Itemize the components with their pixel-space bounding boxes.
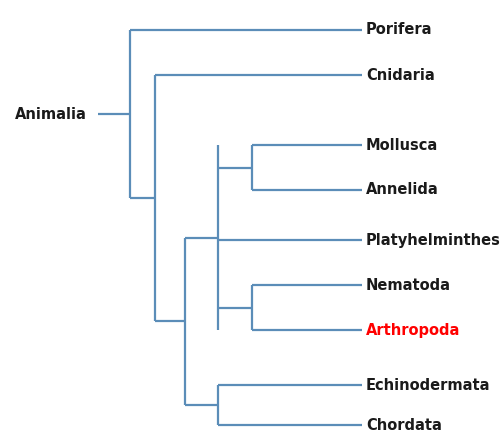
Text: Arthropoda: Arthropoda bbox=[366, 323, 460, 337]
Text: Mollusca: Mollusca bbox=[366, 138, 438, 153]
Text: Chordata: Chordata bbox=[366, 417, 442, 433]
Text: Echinodermata: Echinodermata bbox=[366, 377, 490, 392]
Text: Cnidaria: Cnidaria bbox=[366, 68, 435, 82]
Text: Porifera: Porifera bbox=[366, 23, 432, 37]
Text: Nematoda: Nematoda bbox=[366, 278, 451, 292]
Text: Annelida: Annelida bbox=[366, 182, 439, 198]
Text: Animalia: Animalia bbox=[15, 106, 87, 121]
Text: Platyhelminthes: Platyhelminthes bbox=[366, 232, 501, 247]
